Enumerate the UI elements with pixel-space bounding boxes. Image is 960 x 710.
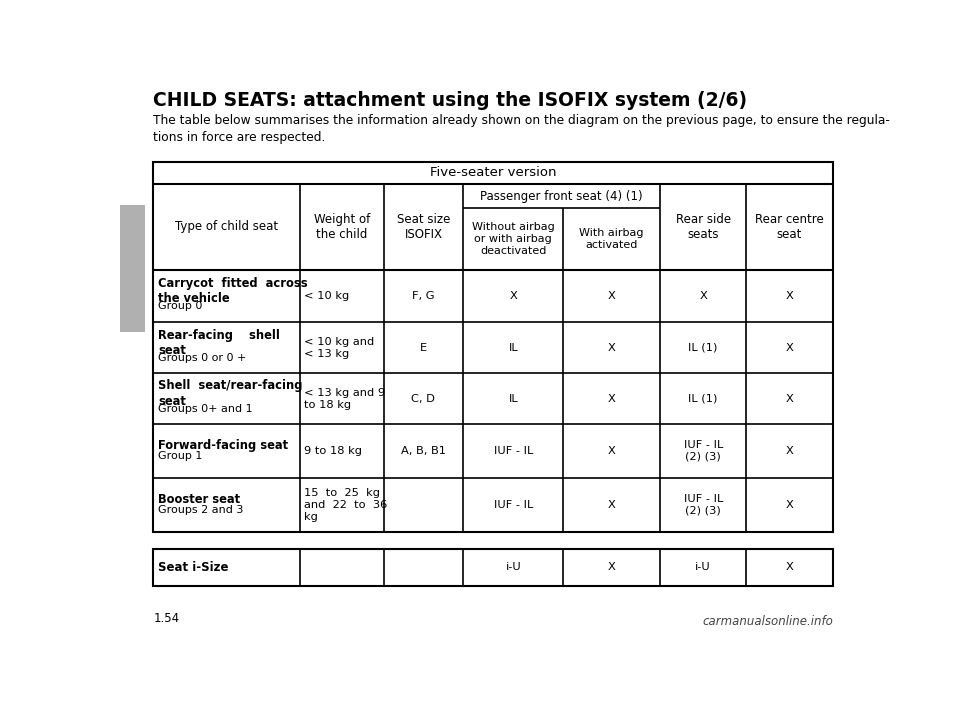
Text: Without airbag
or with airbag
deactivated: Without airbag or with airbag deactivate…	[472, 222, 555, 256]
Text: Weight of
the child: Weight of the child	[314, 212, 370, 241]
Text: IUF - IL
(2) (3): IUF - IL (2) (3)	[684, 440, 723, 462]
Text: Rear-facing    shell
seat: Rear-facing shell seat	[158, 329, 280, 357]
Text: < 10 kg and
< 13 kg: < 10 kg and < 13 kg	[304, 337, 374, 359]
Bar	[120, 204, 145, 332]
Text: IUF - IL: IUF - IL	[493, 500, 533, 510]
Text: IL: IL	[509, 343, 518, 353]
Text: Type of child seat: Type of child seat	[175, 220, 278, 234]
Text: Passenger front seat (4) (1): Passenger front seat (4) (1)	[480, 190, 643, 202]
Text: X: X	[510, 291, 517, 301]
Text: Five-seater version: Five-seater version	[430, 166, 557, 180]
Text: A, B, B1: A, B, B1	[401, 446, 445, 456]
Text: 15  to  25  kg
and  22  to  36
kg: 15 to 25 kg and 22 to 36 kg	[304, 488, 388, 522]
Text: X: X	[608, 393, 615, 403]
Text: C, D: C, D	[412, 393, 435, 403]
Text: Groups 0 or 0 +: Groups 0 or 0 +	[158, 353, 247, 363]
Text: Booster seat: Booster seat	[158, 493, 240, 506]
Text: Carrycot  fitted  across
the vehicle: Carrycot fitted across the vehicle	[158, 277, 307, 305]
Bar	[154, 162, 833, 532]
Text: Group 1: Group 1	[158, 451, 203, 461]
Text: 1.54: 1.54	[154, 612, 180, 626]
Text: Rear centre
seat: Rear centre seat	[756, 212, 824, 241]
Text: X: X	[608, 291, 615, 301]
Text: IUF - IL: IUF - IL	[493, 446, 533, 456]
Text: IL (1): IL (1)	[688, 393, 718, 403]
Text: X: X	[785, 393, 794, 403]
Text: i-U: i-U	[695, 562, 711, 572]
Text: F, G: F, G	[412, 291, 435, 301]
Text: X: X	[785, 291, 794, 301]
Text: IUF - IL
(2) (3): IUF - IL (2) (3)	[684, 494, 723, 516]
Text: Seat size
ISOFIX: Seat size ISOFIX	[396, 212, 450, 241]
Text: Seat i-Size: Seat i-Size	[158, 561, 228, 574]
Text: X: X	[785, 562, 794, 572]
Text: X: X	[608, 562, 615, 572]
Text: < 10 kg: < 10 kg	[304, 291, 349, 301]
Text: E: E	[420, 343, 427, 353]
Text: 9 to 18 kg: 9 to 18 kg	[304, 446, 363, 456]
Text: The table below summarises the information already shown on the diagram on the p: The table below summarises the informati…	[154, 114, 890, 144]
Text: Groups 0+ and 1: Groups 0+ and 1	[158, 403, 252, 414]
Text: X: X	[785, 343, 794, 353]
Text: X: X	[608, 500, 615, 510]
Text: X: X	[785, 446, 794, 456]
Text: Forward-facing seat: Forward-facing seat	[158, 439, 288, 452]
Text: CHILD SEATS: attachment using the ISOFIX system (2/6): CHILD SEATS: attachment using the ISOFIX…	[154, 92, 748, 110]
Text: IL: IL	[509, 393, 518, 403]
Text: i-U: i-U	[505, 562, 521, 572]
Text: X: X	[608, 343, 615, 353]
Text: IL (1): IL (1)	[688, 343, 718, 353]
Text: carmanualsonline.info: carmanualsonline.info	[702, 615, 833, 628]
Text: Rear side
seats: Rear side seats	[676, 212, 731, 241]
Text: X: X	[785, 500, 794, 510]
Text: With airbag
activated: With airbag activated	[580, 228, 644, 250]
Text: Groups 2 and 3: Groups 2 and 3	[158, 505, 243, 515]
Text: X: X	[608, 446, 615, 456]
Text: Group 0: Group 0	[158, 301, 203, 311]
Bar	[154, 549, 833, 586]
Text: X: X	[699, 291, 708, 301]
Text: < 13 kg and 9
to 18 kg: < 13 kg and 9 to 18 kg	[304, 388, 386, 410]
Text: Shell  seat/rear-facing
seat: Shell seat/rear-facing seat	[158, 379, 302, 408]
